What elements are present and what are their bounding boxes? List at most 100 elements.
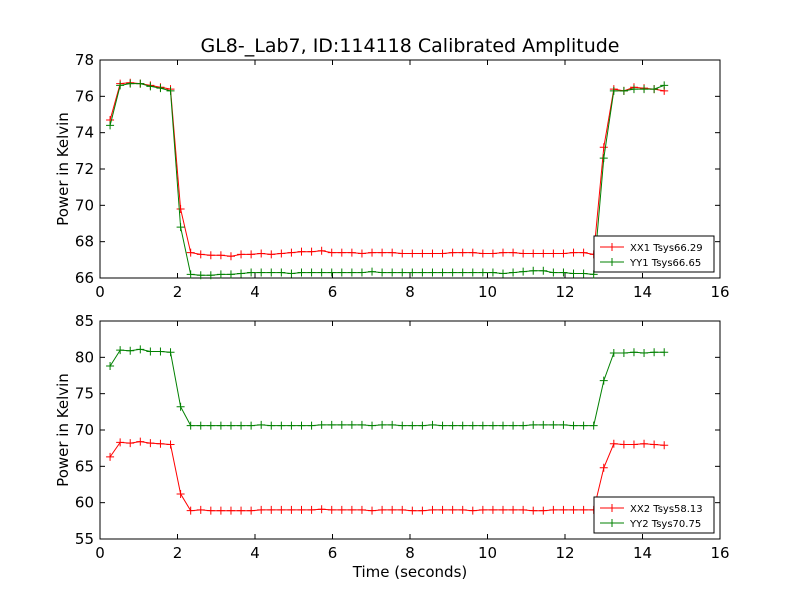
data-point xyxy=(650,85,659,94)
data-point xyxy=(438,421,447,430)
data-point xyxy=(257,249,266,258)
data-point xyxy=(559,249,568,258)
data-point xyxy=(267,421,276,430)
data-point xyxy=(176,489,185,498)
data-point xyxy=(478,249,487,258)
data-point xyxy=(539,506,548,515)
data-point xyxy=(337,505,346,514)
plot-panel-2: 0 2 4 6 8 10 12 14 16 55 60 65 70 75 80 85 Power in Kelv… xyxy=(54,312,730,581)
data-point xyxy=(307,505,316,514)
data-point xyxy=(609,348,618,357)
data-point xyxy=(569,421,578,430)
legend-label: YY2 Tsys70.75 xyxy=(629,519,701,530)
x-tick-label: 14 xyxy=(633,283,652,301)
data-point xyxy=(418,421,427,430)
series-1 xyxy=(106,437,669,515)
data-point xyxy=(398,249,407,258)
chart-title: GL8-_Lab7, ID:114118 Calibrated Amplitud… xyxy=(200,35,619,57)
data-point xyxy=(579,248,588,257)
data-point xyxy=(640,85,649,94)
data-point xyxy=(660,81,669,90)
y-tick-label: 60 xyxy=(75,494,94,512)
data-point xyxy=(609,86,618,95)
data-point xyxy=(347,268,356,277)
data-point xyxy=(126,346,135,355)
legend-marker xyxy=(608,258,616,266)
x-tick-label: 16 xyxy=(710,544,729,562)
data-point xyxy=(629,85,638,94)
data-point xyxy=(166,86,175,95)
legend-marker xyxy=(608,504,616,512)
data-point xyxy=(216,251,225,260)
data-point xyxy=(509,248,518,257)
data-point xyxy=(418,268,427,277)
x-tick-label: 0 xyxy=(95,544,105,562)
y-tick-label: 70 xyxy=(75,421,94,439)
data-point xyxy=(569,248,578,257)
data-point xyxy=(529,506,538,515)
data-point xyxy=(478,505,487,514)
data-point xyxy=(317,505,326,514)
data-point xyxy=(539,249,548,258)
x-tick-label: 8 xyxy=(405,283,415,301)
data-point xyxy=(216,506,225,515)
data-point xyxy=(257,420,266,429)
data-point xyxy=(116,346,125,355)
data-point xyxy=(619,348,628,357)
data-point xyxy=(196,421,205,430)
y-tick-label: 85 xyxy=(75,312,94,330)
data-point xyxy=(468,506,477,515)
x-tick-label: 2 xyxy=(173,544,183,562)
x-tick-label: 8 xyxy=(405,544,415,562)
data-point xyxy=(408,268,417,277)
data-point xyxy=(347,248,356,257)
data-point xyxy=(529,420,538,429)
y-tick-label: 78 xyxy=(75,51,94,69)
data-point xyxy=(629,348,638,357)
x-axis-label: Time (seconds) xyxy=(352,563,468,581)
data-point xyxy=(579,269,588,278)
data-point xyxy=(106,452,115,461)
x-tick-label: 4 xyxy=(250,283,260,301)
data-point xyxy=(549,249,558,258)
data-point xyxy=(267,505,276,514)
data-point xyxy=(287,269,296,278)
data-point xyxy=(640,439,649,448)
series-2 xyxy=(106,345,669,430)
data-point xyxy=(478,268,487,277)
data-point xyxy=(186,248,195,257)
data-point xyxy=(619,86,628,95)
data-point xyxy=(277,505,286,514)
data-point xyxy=(176,204,185,213)
data-point xyxy=(307,268,316,277)
legend-marker xyxy=(608,243,616,251)
data-point xyxy=(146,439,155,448)
data-point xyxy=(428,268,437,277)
data-point xyxy=(388,268,397,277)
data-point xyxy=(136,79,145,88)
legend: XX2 Tsys58.13 YY2 Tsys70.75 xyxy=(593,496,715,534)
x-tick-label: 6 xyxy=(328,544,338,562)
data-point xyxy=(287,505,296,514)
data-point xyxy=(368,248,377,257)
data-point xyxy=(226,252,235,261)
data-point xyxy=(398,505,407,514)
data-point xyxy=(196,505,205,514)
data-point xyxy=(337,248,346,257)
data-point xyxy=(509,505,518,514)
data-point xyxy=(458,421,467,430)
data-point xyxy=(559,505,568,514)
data-point xyxy=(247,268,256,277)
data-point xyxy=(337,268,346,277)
data-point xyxy=(287,248,296,257)
data-point xyxy=(488,505,497,514)
data-point xyxy=(388,505,397,514)
data-point xyxy=(247,421,256,430)
data-point xyxy=(559,268,568,277)
data-point xyxy=(307,247,316,256)
data-point xyxy=(287,421,296,430)
data-point xyxy=(499,269,507,278)
data-point xyxy=(357,505,366,514)
data-point xyxy=(297,421,306,430)
